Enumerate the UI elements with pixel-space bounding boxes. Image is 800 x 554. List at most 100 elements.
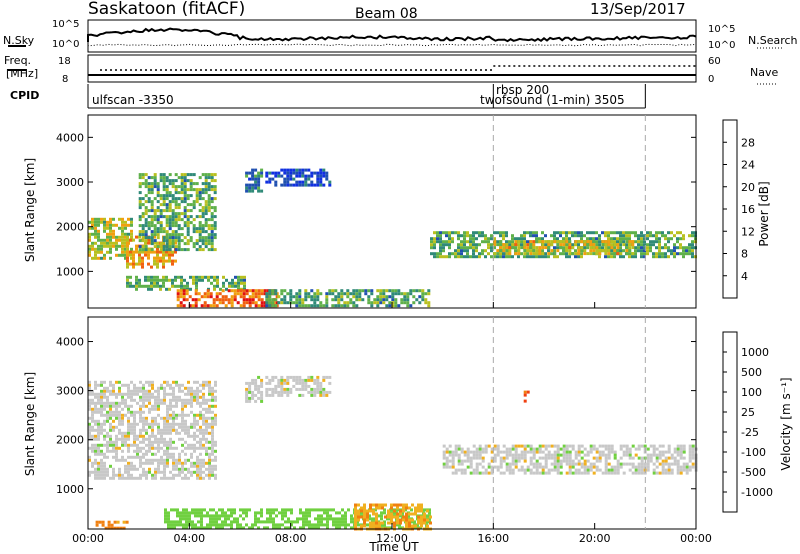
- power-cell: [210, 227, 214, 231]
- power-cell: [283, 295, 287, 299]
- velocity-cell: [679, 468, 683, 472]
- velocity-cell: [106, 404, 109, 408]
- power-cell: [667, 246, 670, 250]
- velocity-cell: [118, 386, 121, 390]
- velocity-cell: [124, 443, 127, 447]
- velocity-cell: [265, 387, 269, 391]
- velocity-cell: [280, 387, 284, 391]
- velocity-cell: [200, 517, 203, 521]
- power-cell: [550, 252, 553, 256]
- velocity-cell: [344, 511, 347, 515]
- power-cell: [183, 194, 187, 198]
- velocity-cell: [193, 464, 196, 468]
- velocity-cell: [667, 444, 671, 448]
- velocity-cell: [553, 459, 557, 463]
- power-cell: [286, 183, 290, 187]
- power-cell: [460, 234, 463, 238]
- velocity-cell: [163, 449, 166, 453]
- power-cell: [685, 252, 688, 256]
- velocity-cell: [124, 413, 127, 417]
- power-cell: [637, 249, 640, 253]
- power-cell: [496, 255, 499, 259]
- velocity-cell: [109, 383, 112, 387]
- velocity-cell: [109, 440, 112, 444]
- velocity-cell: [490, 471, 494, 475]
- velocity-cell: [160, 470, 163, 474]
- power-cell: [583, 252, 587, 256]
- power-cell: [210, 224, 214, 228]
- power-cell: [589, 237, 592, 241]
- velocity-cell: [347, 508, 350, 512]
- velocity-cell: [655, 459, 659, 463]
- velocity-cell: [154, 389, 157, 393]
- power-cell: [298, 292, 302, 296]
- power-cell: [607, 231, 610, 235]
- power-cell: [643, 240, 646, 244]
- power-cell: [280, 298, 284, 302]
- velocity-cell: [511, 444, 515, 448]
- power-cell: [661, 252, 664, 256]
- power-cell: [532, 231, 535, 235]
- power-cell: [499, 231, 502, 235]
- velocity-cell: [481, 447, 485, 451]
- velocity-cell: [242, 511, 245, 515]
- power-cell: [409, 292, 413, 296]
- power-cell: [406, 301, 410, 305]
- power-cell: [156, 200, 160, 204]
- power-cell: [204, 203, 208, 207]
- velocity-cell: [106, 431, 109, 435]
- velocity-cell: [592, 447, 596, 451]
- velocity-cell: [625, 444, 629, 448]
- velocity-cell: [272, 511, 275, 515]
- power-cell: [463, 249, 466, 253]
- velocity-cell: [320, 520, 323, 524]
- velocity-cell: [206, 526, 209, 530]
- velocity-cell: [103, 422, 106, 426]
- power-cell: [109, 244, 112, 248]
- velocity-cell: [393, 509, 396, 513]
- velocity-cell: [154, 404, 157, 408]
- velocity-cell: [607, 444, 611, 448]
- velocity-cell: [372, 509, 375, 513]
- power-cell: [679, 231, 682, 235]
- velocity-cell: [197, 514, 200, 518]
- power-cell: [124, 238, 127, 242]
- velocity-cell: [214, 383, 217, 387]
- power-cell: [109, 256, 112, 260]
- velocity-cell: [118, 404, 121, 408]
- velocity-cell: [598, 459, 602, 463]
- power-cell: [304, 298, 308, 302]
- power-cell: [280, 183, 284, 187]
- power-cell: [568, 249, 572, 253]
- velocity-cell: [383, 508, 386, 512]
- velocity-cell: [172, 422, 175, 426]
- velocity-cell: [335, 517, 338, 521]
- power-cell: [162, 176, 166, 180]
- velocity-cell: [196, 467, 199, 471]
- velocity-cell: [326, 514, 329, 518]
- velocity-cell: [214, 473, 217, 477]
- power-cell: [195, 242, 199, 246]
- velocity-cell: [178, 473, 181, 477]
- power-cell: [499, 246, 503, 250]
- velocity-cell: [118, 422, 121, 426]
- power-cell: [121, 238, 124, 242]
- power-cell: [565, 231, 568, 235]
- power-cell: [595, 243, 599, 247]
- velocity-cell: [445, 459, 449, 463]
- velocity-cell: [405, 503, 408, 507]
- power-cell: [421, 289, 425, 293]
- velocity-cell: [661, 471, 665, 475]
- power-cell: [192, 203, 196, 207]
- velocity-cell: [607, 456, 611, 460]
- velocity-cell: [169, 404, 172, 408]
- velocity-cell: [91, 392, 94, 396]
- velocity-cell: [413, 520, 416, 524]
- velocity-cell: [607, 462, 611, 466]
- power-cell: [254, 186, 258, 190]
- velocity-cell: [103, 461, 106, 465]
- power-cell: [421, 292, 425, 296]
- velocity-cell: [423, 512, 426, 516]
- velocity-cell: [208, 461, 211, 465]
- velocity-cell: [538, 450, 542, 454]
